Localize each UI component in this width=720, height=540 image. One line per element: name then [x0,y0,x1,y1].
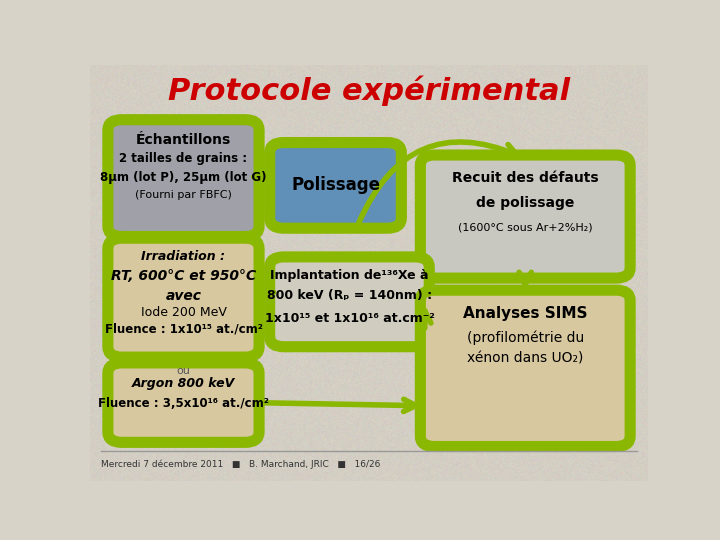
Text: Protocole expérimental: Protocole expérimental [168,75,570,106]
Text: Iode 200 MeV: Iode 200 MeV [140,306,226,319]
FancyBboxPatch shape [270,257,429,347]
Text: Polissage: Polissage [291,177,380,194]
Text: Recuit des défauts: Recuit des défauts [452,171,598,185]
Text: avec: avec [166,289,202,303]
Text: 2 tailles de grains :: 2 tailles de grains : [120,152,248,165]
Text: (Fourni par FBFC): (Fourni par FBFC) [135,190,232,200]
FancyBboxPatch shape [270,143,401,228]
Text: Fluence : 1x10¹⁵ at./cm²: Fluence : 1x10¹⁵ at./cm² [104,322,262,335]
Text: Implantation de¹³⁶Xe à: Implantation de¹³⁶Xe à [270,268,428,281]
Text: Fluence : 3,5x10¹⁶ at./cm²: Fluence : 3,5x10¹⁶ at./cm² [98,397,269,410]
FancyBboxPatch shape [420,290,630,447]
Text: 1x10¹⁵ et 1x10¹⁶ at.cm⁻²: 1x10¹⁵ et 1x10¹⁶ at.cm⁻² [264,312,434,325]
Text: Irradiation :: Irradiation : [141,250,225,263]
Text: 800 keV (Rₚ = 140nm) :: 800 keV (Rₚ = 140nm) : [267,289,432,302]
Text: ou: ou [176,366,190,376]
Text: 8μm (lot P), 25μm (lot G): 8μm (lot P), 25μm (lot G) [100,171,266,184]
Text: Mercredi 7 décembre 2011   ■   B. Marchand, JRIC   ■   16/26: Mercredi 7 décembre 2011 ■ B. Marchand, … [101,460,381,469]
FancyBboxPatch shape [108,120,259,237]
Text: Échantillons: Échantillons [136,133,231,147]
FancyBboxPatch shape [420,155,630,278]
Text: xénon dans UO₂): xénon dans UO₂) [467,352,583,366]
Text: de polissage: de polissage [476,196,575,210]
Text: (1600°C sous Ar+2%H₂): (1600°C sous Ar+2%H₂) [458,223,593,233]
FancyBboxPatch shape [108,363,259,442]
Text: Argon 800 keV: Argon 800 keV [132,377,235,390]
Text: Analyses SIMS: Analyses SIMS [463,306,588,321]
Text: RT, 600°C et 950°C: RT, 600°C et 950°C [111,268,256,282]
Text: (profilométrie du: (profilométrie du [467,331,584,346]
FancyBboxPatch shape [108,238,259,357]
